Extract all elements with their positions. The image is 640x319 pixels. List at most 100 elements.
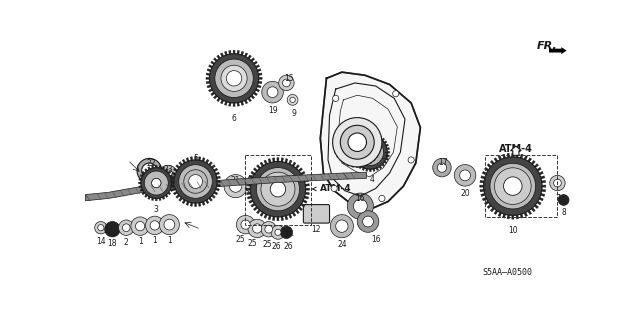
Polygon shape: [214, 191, 218, 195]
Polygon shape: [264, 160, 268, 164]
Polygon shape: [339, 125, 342, 129]
Polygon shape: [156, 165, 157, 168]
Circle shape: [215, 59, 253, 98]
Polygon shape: [140, 174, 143, 177]
Text: S5AA—A0500: S5AA—A0500: [482, 269, 532, 278]
Circle shape: [283, 79, 291, 87]
Polygon shape: [260, 212, 264, 216]
Circle shape: [357, 139, 383, 166]
Polygon shape: [386, 158, 388, 160]
Polygon shape: [206, 77, 209, 79]
Polygon shape: [374, 129, 378, 132]
Circle shape: [145, 216, 164, 235]
Polygon shape: [257, 165, 260, 169]
Polygon shape: [298, 168, 303, 172]
Circle shape: [408, 157, 414, 163]
Polygon shape: [277, 158, 279, 161]
Polygon shape: [356, 118, 358, 122]
Polygon shape: [382, 138, 385, 141]
FancyArrow shape: [511, 146, 521, 155]
Polygon shape: [342, 122, 346, 126]
Text: 24: 24: [337, 240, 347, 249]
Polygon shape: [268, 216, 271, 220]
Polygon shape: [257, 69, 261, 71]
Polygon shape: [171, 176, 175, 179]
Polygon shape: [528, 158, 532, 162]
Polygon shape: [253, 61, 257, 64]
Polygon shape: [209, 89, 212, 92]
Polygon shape: [354, 141, 356, 144]
Polygon shape: [163, 167, 164, 169]
Circle shape: [158, 165, 178, 185]
Polygon shape: [362, 167, 365, 170]
Circle shape: [433, 159, 451, 177]
Polygon shape: [211, 61, 214, 64]
Circle shape: [353, 135, 387, 169]
Polygon shape: [248, 55, 252, 59]
Polygon shape: [139, 186, 141, 188]
Polygon shape: [268, 159, 271, 163]
Polygon shape: [484, 201, 489, 205]
Text: 22: 22: [146, 159, 156, 168]
Polygon shape: [480, 180, 484, 183]
Circle shape: [253, 224, 262, 233]
Polygon shape: [541, 193, 545, 197]
Polygon shape: [148, 167, 150, 169]
Polygon shape: [334, 133, 338, 136]
Circle shape: [365, 147, 376, 158]
Polygon shape: [298, 207, 303, 211]
Text: 14: 14: [96, 237, 106, 246]
Polygon shape: [347, 120, 350, 123]
Polygon shape: [173, 191, 177, 195]
Polygon shape: [190, 203, 193, 206]
Circle shape: [330, 215, 353, 238]
Polygon shape: [387, 155, 389, 157]
Circle shape: [224, 174, 247, 198]
Text: 12: 12: [312, 225, 321, 234]
Polygon shape: [171, 186, 173, 188]
Circle shape: [179, 165, 212, 198]
Polygon shape: [173, 168, 177, 171]
Polygon shape: [152, 166, 154, 168]
Text: 10: 10: [508, 226, 518, 235]
Circle shape: [379, 195, 385, 202]
Polygon shape: [255, 89, 260, 92]
Polygon shape: [296, 165, 300, 169]
Polygon shape: [541, 176, 545, 179]
Circle shape: [248, 219, 266, 238]
Polygon shape: [502, 154, 506, 158]
Circle shape: [279, 75, 294, 91]
Text: 4: 4: [369, 175, 374, 184]
Polygon shape: [211, 165, 215, 168]
Polygon shape: [362, 134, 365, 137]
Text: 18: 18: [108, 239, 117, 248]
Polygon shape: [384, 161, 387, 164]
Polygon shape: [507, 153, 509, 157]
Text: 16: 16: [356, 194, 365, 203]
Polygon shape: [296, 210, 300, 214]
Text: 15: 15: [284, 74, 294, 84]
Polygon shape: [542, 185, 546, 187]
Polygon shape: [172, 188, 175, 191]
Circle shape: [189, 174, 202, 189]
Polygon shape: [301, 204, 305, 207]
Circle shape: [270, 182, 285, 197]
Polygon shape: [320, 72, 420, 209]
Polygon shape: [179, 197, 182, 201]
Text: 25: 25: [262, 240, 272, 249]
Circle shape: [280, 226, 292, 239]
Polygon shape: [304, 179, 308, 182]
Polygon shape: [369, 122, 372, 126]
Polygon shape: [356, 165, 358, 167]
Polygon shape: [139, 182, 141, 184]
Bar: [485, 155, 557, 217]
Text: 7: 7: [555, 194, 560, 203]
Polygon shape: [198, 203, 201, 206]
Polygon shape: [534, 204, 538, 209]
Polygon shape: [207, 69, 211, 71]
Polygon shape: [244, 100, 248, 104]
Polygon shape: [142, 171, 145, 174]
Text: 2: 2: [124, 238, 129, 247]
Polygon shape: [281, 158, 284, 162]
Circle shape: [164, 219, 175, 230]
